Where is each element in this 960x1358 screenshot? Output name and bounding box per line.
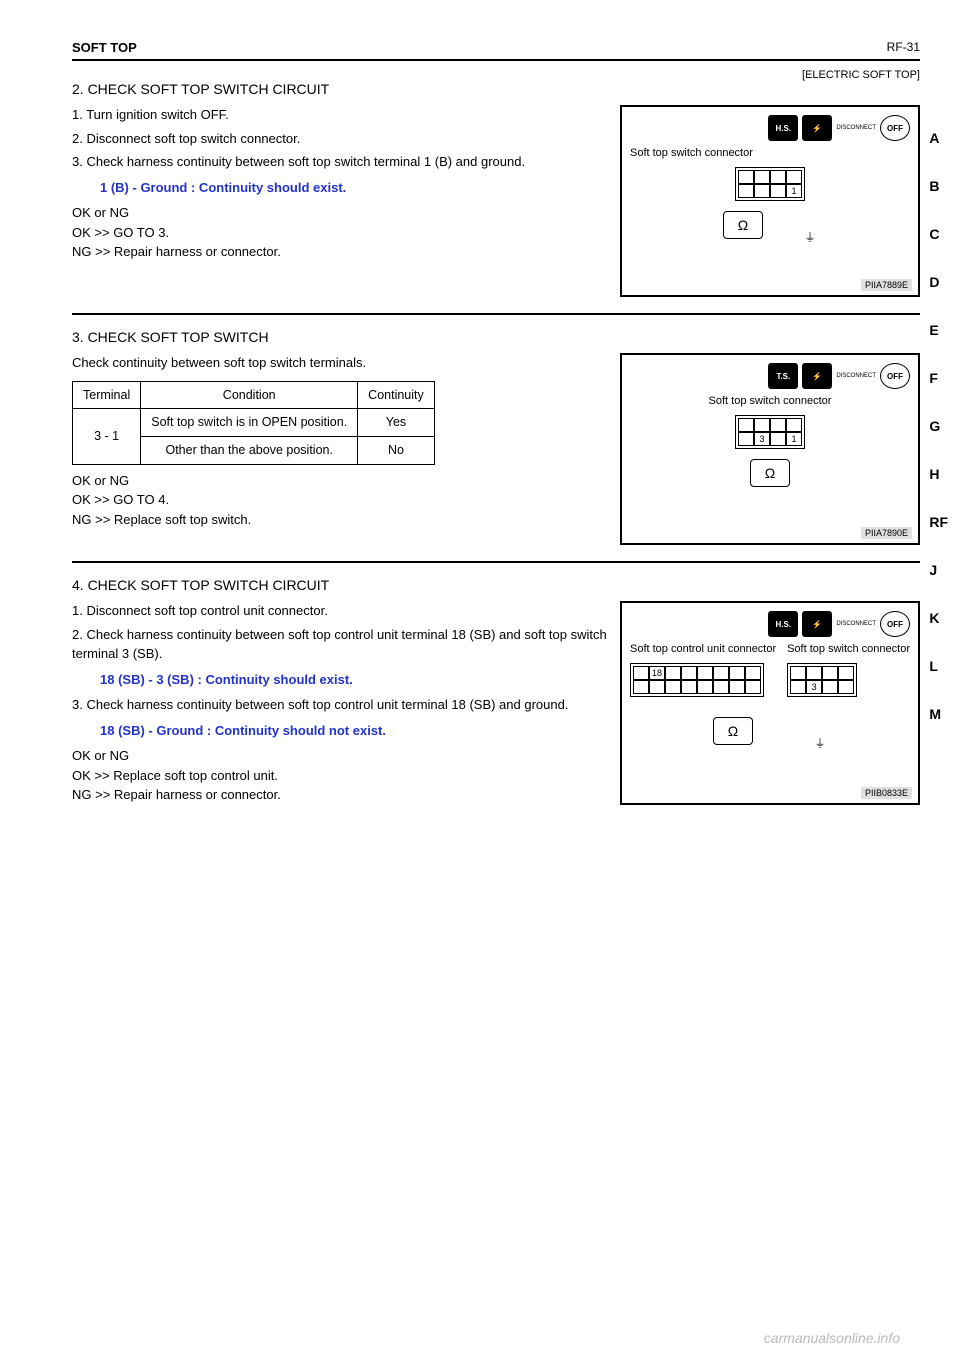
- step2-item2: 2. Disconnect soft top switch connector.: [72, 129, 608, 149]
- ground-icon: ⏚: [813, 735, 827, 751]
- step4-okng: OK or NG: [72, 746, 608, 766]
- step4-item1: 1. Disconnect soft top control unit conn…: [72, 601, 608, 621]
- tab-rf[interactable]: RF: [929, 514, 948, 530]
- connector: 1: [735, 167, 805, 201]
- step2-fig-label: Soft top switch connector: [630, 147, 910, 159]
- tab-g[interactable]: G: [929, 418, 948, 434]
- side-tabs: A B C D E F G H RF J K L M: [929, 130, 948, 722]
- step3-okng: OK or NG: [72, 471, 608, 491]
- connector: 31: [735, 415, 805, 449]
- step2-item3: 3. Check harness continuity between soft…: [72, 152, 608, 172]
- step3-figure: T.S. ⚡ DISCONNECT OFF Soft top switch co…: [620, 353, 920, 545]
- divider: [72, 561, 920, 563]
- tab-b[interactable]: B: [929, 178, 948, 194]
- disconnect-icon: ⚡: [802, 363, 832, 389]
- step4-fig-code: PIIB0833E: [861, 787, 912, 799]
- ohmmeter-icon: Ω: [713, 717, 753, 745]
- disconnect-label: DISCONNECT: [836, 373, 876, 379]
- connector: 3: [787, 663, 857, 697]
- step2-ok: OK >> GO TO 3.: [72, 223, 608, 243]
- header-subtitle: [ELECTRIC SOFT TOP]: [72, 69, 920, 81]
- tab-l[interactable]: L: [929, 658, 948, 674]
- step3-fig-label: Soft top switch connector: [630, 395, 910, 407]
- connector-wide: 18: [630, 663, 764, 697]
- tab-j[interactable]: J: [929, 562, 948, 578]
- disconnect-label: DISCONNECT: [836, 125, 876, 131]
- step3-fig-code: PIIA7890E: [861, 527, 912, 539]
- step3-ng: NG >> Replace soft top switch.: [72, 510, 608, 530]
- step4-spec2: 18 (SB) - Ground : Continuity should not…: [100, 721, 608, 741]
- disconnect-label: DISCONNECT: [836, 621, 876, 627]
- hs-icon: H.S.: [768, 115, 798, 141]
- disconnect-icon: ⚡: [802, 611, 832, 637]
- tab-e[interactable]: E: [929, 322, 948, 338]
- header-left: SOFT TOP: [72, 40, 137, 55]
- tab-h[interactable]: H: [929, 466, 948, 482]
- ground-icon: ⏚: [803, 229, 817, 245]
- step4-spec1: 18 (SB) - 3 (SB) : Continuity should exi…: [100, 670, 608, 690]
- step2-figure: H.S. ⚡ DISCONNECT OFF Soft top switch co…: [620, 105, 920, 297]
- off-icon: OFF: [880, 611, 910, 637]
- step4-figure: H.S. ⚡ DISCONNECT OFF Soft top control u…: [620, 601, 920, 805]
- step2-fig-code: PIIA7889E: [861, 279, 912, 291]
- hs-icon: H.S.: [768, 611, 798, 637]
- tab-c[interactable]: C: [929, 226, 948, 242]
- tab-d[interactable]: D: [929, 274, 948, 290]
- step2-item1: 1. Turn ignition switch OFF.: [72, 105, 608, 125]
- header-rule: [72, 59, 920, 61]
- step3-title: 3. CHECK SOFT TOP SWITCH: [72, 329, 920, 345]
- tab-f[interactable]: F: [929, 370, 948, 386]
- header-right: RF-31: [887, 40, 920, 55]
- step4-ng: NG >> Repair harness or connector.: [72, 785, 608, 805]
- ohmmeter-icon: Ω: [750, 459, 790, 487]
- tab-a[interactable]: A: [929, 130, 948, 146]
- off-icon: OFF: [880, 115, 910, 141]
- step2-title: 2. CHECK SOFT TOP SWITCH CIRCUIT: [72, 81, 920, 97]
- tab-m[interactable]: M: [929, 706, 948, 722]
- ts-icon: T.S.: [768, 363, 798, 389]
- tab-k[interactable]: K: [929, 610, 948, 626]
- step4-item3: 3. Check harness continuity between soft…: [72, 695, 608, 715]
- step3-intro: Check continuity between soft top switch…: [72, 353, 608, 373]
- step3-table: Terminal Condition Continuity 3 - 1 Soft…: [72, 381, 435, 465]
- ohmmeter-icon: Ω: [723, 211, 763, 239]
- step4-title: 4. CHECK SOFT TOP SWITCH CIRCUIT: [72, 577, 920, 593]
- step4-fig-label1: Soft top control unit connector: [630, 643, 776, 655]
- step3-ok: OK >> GO TO 4.: [72, 490, 608, 510]
- step4-fig-label2: Soft top switch connector: [787, 643, 910, 655]
- step4-item2: 2. Check harness continuity between soft…: [72, 625, 608, 664]
- watermark: carmanualsonline.info: [764, 1330, 900, 1346]
- divider: [72, 313, 920, 315]
- step2-spec: 1 (B) - Ground : Continuity should exist…: [100, 178, 608, 198]
- step4-ok: OK >> Replace soft top control unit.: [72, 766, 608, 786]
- disconnect-icon: ⚡: [802, 115, 832, 141]
- step2-okng: OK or NG: [72, 203, 608, 223]
- step2-ng: NG >> Repair harness or connector.: [72, 242, 608, 262]
- off-icon: OFF: [880, 363, 910, 389]
